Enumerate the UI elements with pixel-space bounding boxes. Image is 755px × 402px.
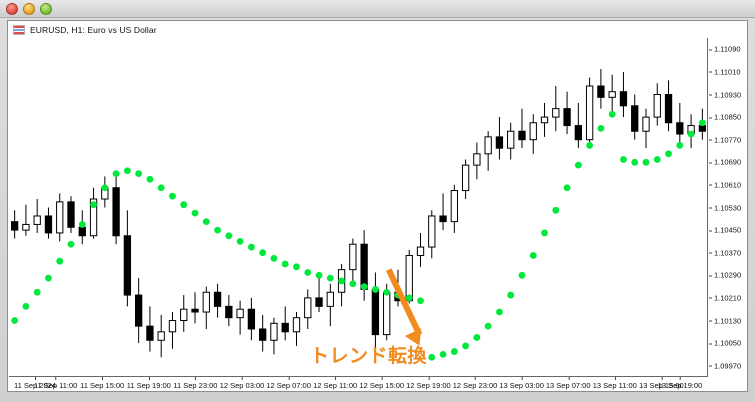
time-tick: 13 Sep 19:00 [657,377,703,390]
close-button[interactable] [6,3,18,15]
symbol-list-icon [13,24,25,35]
time-tick: 13 Sep 11:00 [592,377,637,390]
price-tick: 1.10770 [709,135,741,144]
minimize-button[interactable] [23,3,35,15]
chart-window: EURUSD, H1: Euro vs US Dollar 1.11090 1.1… [7,20,748,392]
price-tick: 1.10850 [709,113,741,122]
chart-header: EURUSD, H1: Euro vs US Dollar [8,21,747,38]
time-tick: 11 Sep 11:00 [33,377,78,390]
time-tick: 11 Sep 15:00 [80,377,125,390]
time-tick: 13 Sep 15:00 [639,377,684,390]
price-tick: 1.11010 [709,67,741,76]
time-tick: 11 Sep 2024 [14,377,56,390]
price-tick: 1.11090 [709,45,741,54]
window-titlebar [0,0,755,18]
time-tick: 13 Sep 03:00 [499,377,544,390]
trend-reversal-label: トレンド転換 [310,345,428,367]
time-tick: 12 Sep 15:00 [359,377,405,390]
time-tick: 12 Sep 03:00 [219,377,265,390]
candlestick-series [10,69,707,358]
chart-plot-area[interactable] [9,38,708,377]
parabolic-sar-series [11,110,706,361]
time-tick: 12 Sep 23:00 [452,377,498,390]
price-chart-svg [10,69,707,361]
price-tick: 1.10530 [709,203,741,212]
price-tick: 1.09970 [709,361,741,370]
price-tick: 1.10930 [709,90,741,99]
time-tick: 13 Sep 07:00 [545,377,591,390]
price-tick: 1.10450 [709,226,741,235]
price-tick: 1.10370 [709,248,741,257]
time-axis: 11 Sep 2024 11 Sep 11:00 11 Sep 15:00 11 Se… [9,377,708,392]
price-tick: 1.10610 [709,180,741,189]
price-tick: 1.10130 [709,316,741,325]
time-tick: 12 Sep 07:00 [266,377,311,390]
price-tick: 1.10290 [709,271,741,280]
price-tick: 1.10210 [709,293,741,302]
chart-title: EURUSD, H1: Euro vs US Dollar [30,24,157,35]
maximize-button[interactable] [40,3,52,15]
time-tick: 12 Sep 19:00 [406,377,451,390]
trend-reversal-arrow-icon [385,268,423,346]
price-tick: 1.10690 [709,158,741,167]
price-tick: 1.10050 [709,339,741,348]
time-tick: 11 Sep 19:00 [126,377,171,390]
time-tick: 12 Sep 11:00 [313,377,358,390]
time-tick: 11 Sep 23:00 [173,377,218,390]
price-axis: 1.11090 1.11010 1.10930 1.10850 1.10770 1.106… [709,38,748,377]
